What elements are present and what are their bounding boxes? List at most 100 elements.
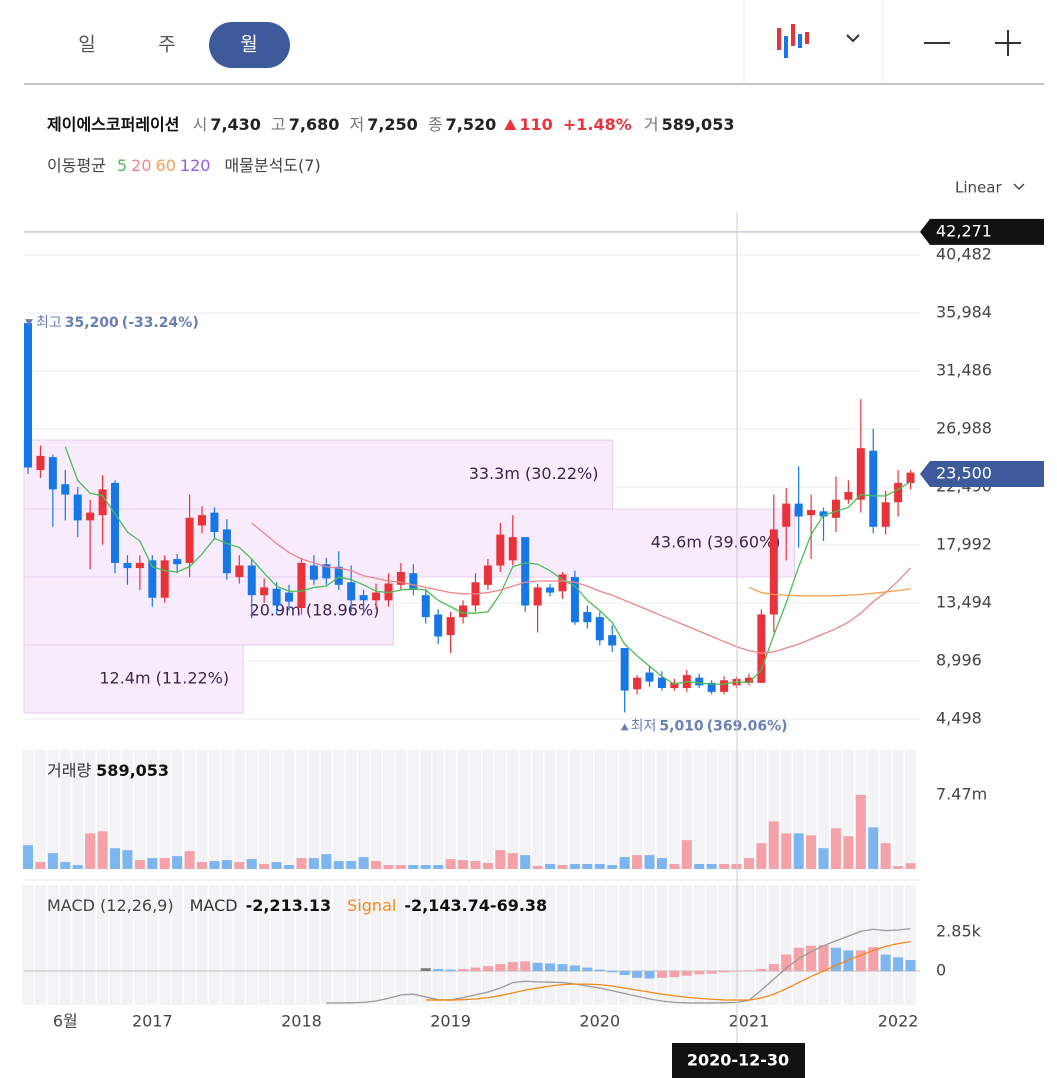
column-bg bbox=[221, 885, 233, 1005]
volume-bar bbox=[855, 794, 866, 869]
candle-body bbox=[583, 611, 592, 623]
candle-body bbox=[235, 565, 244, 578]
volume-bar bbox=[806, 835, 817, 869]
column-bg bbox=[581, 750, 593, 869]
x-tick-label: 6월 bbox=[53, 1012, 78, 1031]
candle-body bbox=[198, 515, 207, 526]
tab-selected[interactable]: 월 bbox=[240, 34, 257, 56]
column-bg bbox=[905, 750, 917, 869]
column-bg bbox=[494, 885, 506, 1005]
column-bg bbox=[395, 750, 407, 869]
volume-bar bbox=[781, 833, 792, 869]
macd-histogram bbox=[880, 954, 891, 971]
volume-bar bbox=[458, 860, 469, 869]
volume-bar bbox=[259, 864, 270, 869]
ma-legend: 이동평균 5 20 60 120 매물분석도(7) bbox=[47, 156, 321, 175]
candle-body bbox=[98, 489, 107, 516]
column-bg bbox=[880, 750, 892, 869]
column-bg bbox=[532, 750, 544, 869]
x-tick-label: 2019 bbox=[430, 1012, 471, 1031]
tab[interactable]: 주 bbox=[158, 34, 175, 56]
dropdown-chevron[interactable] bbox=[846, 34, 860, 43]
candle-body bbox=[856, 448, 865, 500]
macd-histogram bbox=[893, 957, 904, 971]
quote-value: 589,053 bbox=[662, 115, 735, 134]
column-bg bbox=[395, 885, 407, 1005]
y-tick-label: 2.85k bbox=[936, 922, 982, 941]
macd-histogram bbox=[806, 945, 817, 971]
column-bg bbox=[271, 885, 283, 1005]
volume-bar bbox=[719, 864, 730, 869]
macd-histogram bbox=[756, 968, 767, 971]
chart-type-icon[interactable] bbox=[777, 24, 809, 58]
column-bg bbox=[184, 885, 196, 1005]
macd-histogram bbox=[719, 970, 730, 973]
candle-body bbox=[135, 562, 144, 569]
column-bg bbox=[469, 885, 481, 1005]
column-bg bbox=[469, 750, 481, 869]
quote-value: 7,430 bbox=[210, 115, 261, 134]
extreme-value-label: 5,010 bbox=[659, 718, 704, 734]
column-bg bbox=[842, 885, 854, 1005]
volume-bar bbox=[582, 864, 593, 869]
legend-entry: MACD bbox=[190, 896, 238, 915]
column-bg bbox=[358, 885, 370, 1005]
macd-histogram bbox=[569, 965, 580, 971]
macd-histogram bbox=[445, 969, 456, 971]
volume-bar bbox=[594, 864, 605, 869]
column-bg bbox=[432, 885, 444, 1005]
volume-profile-label: 12.4m (11.22%) bbox=[99, 668, 229, 687]
column-bg bbox=[333, 885, 345, 1005]
scale-chevron[interactable] bbox=[1013, 183, 1025, 191]
volume-bar bbox=[532, 866, 543, 869]
column-bg bbox=[668, 750, 680, 869]
column-bg bbox=[519, 750, 531, 869]
column-bg bbox=[171, 885, 183, 1005]
volume-bar bbox=[706, 864, 717, 869]
x-tick-label: 2018 bbox=[281, 1012, 322, 1031]
volume-bar bbox=[818, 848, 829, 869]
macd-histogram bbox=[507, 962, 518, 971]
column-bg bbox=[681, 750, 693, 869]
zoom-in[interactable] bbox=[995, 30, 1021, 56]
column-bg bbox=[370, 750, 382, 869]
volume-bar bbox=[23, 845, 33, 869]
column-bg bbox=[606, 885, 618, 1005]
column-bg bbox=[556, 750, 568, 869]
column-bg bbox=[619, 885, 631, 1005]
column-bg bbox=[233, 885, 245, 1005]
scale-select[interactable]: Linear bbox=[955, 179, 1002, 197]
macd-histogram bbox=[830, 947, 841, 971]
volume-bar bbox=[209, 861, 220, 869]
candle-body bbox=[446, 617, 455, 636]
volume-bar bbox=[569, 864, 580, 869]
column-bg bbox=[121, 750, 133, 869]
column-bg bbox=[594, 885, 606, 1005]
candle-body bbox=[645, 672, 654, 682]
candle-body bbox=[695, 677, 704, 686]
macd-histogram bbox=[557, 964, 568, 971]
volume-bar bbox=[520, 855, 531, 869]
y-tick-label: 35,984 bbox=[936, 302, 992, 321]
volume-bar bbox=[830, 828, 841, 869]
candle-body bbox=[272, 588, 281, 606]
macd-histogram bbox=[818, 945, 829, 971]
column-bg bbox=[84, 885, 96, 1005]
column-bg bbox=[594, 750, 606, 869]
y-tick-label: 7.47m bbox=[936, 784, 987, 803]
macd-histogram bbox=[644, 970, 655, 979]
column-bg bbox=[768, 750, 780, 869]
volume-bar bbox=[134, 860, 145, 869]
column-bg bbox=[159, 885, 171, 1005]
column-bg bbox=[196, 750, 208, 869]
macd-histogram bbox=[855, 950, 866, 971]
column-bg bbox=[855, 885, 867, 1005]
volume-bar bbox=[72, 865, 83, 869]
volume-bar bbox=[85, 833, 96, 869]
volume-bar bbox=[557, 865, 568, 869]
macd-histogram bbox=[868, 947, 879, 971]
tab[interactable]: 일 bbox=[78, 34, 95, 56]
volume-profile-label: 20.9m (18.96%) bbox=[250, 600, 380, 619]
candle-body bbox=[496, 534, 505, 566]
column-bg bbox=[793, 750, 805, 869]
